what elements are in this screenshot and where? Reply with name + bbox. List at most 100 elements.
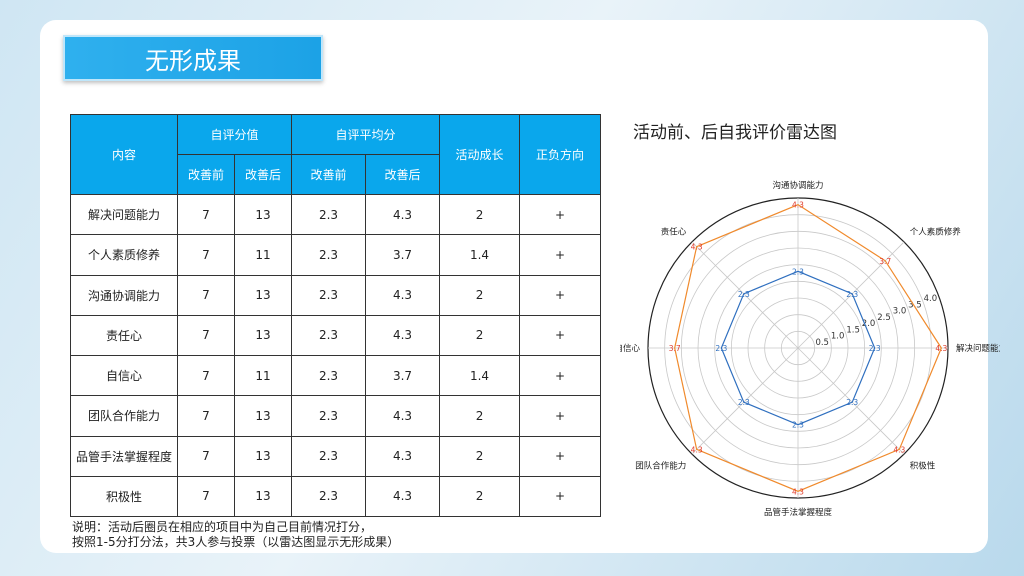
- category-label: 个人素质修养: [910, 226, 962, 237]
- radar-spoke: [797, 347, 905, 455]
- cell-growth: 2: [439, 274, 521, 316]
- note-line-1: 说明：活动后圈员在相应的项目中为自己目前情况打分，: [72, 520, 373, 534]
- cell-growth: 2: [439, 193, 521, 236]
- cell-growth: 1.4: [439, 354, 521, 397]
- cell-item: 品管手法掌握程度: [70, 435, 178, 477]
- radar-chart: 0.51.01.52.02.53.03.54.0 2.3 2.3 2.3 2.3 2.3 2…: [620, 180, 1000, 518]
- radar-tick-label: 2.0: [862, 319, 876, 329]
- series-before-line: [720, 270, 876, 426]
- cell-item: 自信心: [70, 354, 178, 397]
- series-after-line: [674, 203, 943, 492]
- data-label: 2.3: [738, 290, 750, 299]
- table-row: 个人素质修养 7 11 2.3 3.7 1.4 +: [70, 234, 602, 276]
- data-label: 2.3: [869, 344, 881, 353]
- table-row: 沟通协调能力 7 13 2.3 4.3 2 +: [70, 274, 602, 316]
- cell-item: 个人素质修养: [70, 234, 178, 276]
- radar-spoke: [691, 241, 799, 349]
- radar-tick-label: 3.5: [908, 300, 922, 310]
- cell-direction: +: [519, 234, 602, 276]
- table-row: 品管手法掌握程度 7 13 2.3 4.3 2 +: [70, 435, 602, 477]
- cell-item: 解决问题能力: [70, 193, 178, 236]
- cell-avg-before: 2.3: [291, 274, 367, 316]
- header-self-score: 自评分值: [176, 114, 293, 155]
- cell-avg-before: 2.3: [291, 234, 367, 276]
- cell-score-before: 7: [177, 234, 235, 276]
- cell-avg-before: 2.3: [291, 314, 367, 357]
- cell-growth: 2: [439, 435, 521, 477]
- data-label: 2.3: [792, 267, 804, 276]
- header-direction: 正负方向: [519, 114, 602, 195]
- cell-growth: 1.4: [439, 234, 521, 276]
- cell-score-before: 7: [177, 354, 235, 397]
- cell-direction: +: [519, 354, 602, 397]
- header-self-avg: 自评平均分: [291, 114, 441, 155]
- cell-score-before: 7: [177, 475, 235, 518]
- results-table: 内容 自评分值 自评平均分 活动成长 正负方向 改善前 改善后 改善前 改善后 …: [70, 114, 602, 518]
- data-label: 2.3: [738, 398, 750, 407]
- cell-avg-after: 3.7: [365, 354, 441, 397]
- cell-avg-before: 2.3: [291, 395, 367, 437]
- cell-score-before: 7: [177, 435, 235, 477]
- data-label: 4.3: [792, 201, 804, 210]
- cell-score-before: 7: [177, 274, 235, 316]
- data-label: 3.7: [669, 344, 681, 353]
- category-label: 团队合作能力: [635, 461, 686, 472]
- cell-score-before: 7: [177, 193, 235, 236]
- table-row: 自信心 7 11 2.3 3.7 1.4 +: [70, 354, 602, 397]
- cell-direction: +: [519, 193, 602, 236]
- cell-score-after: 13: [233, 475, 293, 518]
- radar-tick-label: 1.0: [831, 332, 845, 342]
- cell-score-before: 7: [177, 395, 235, 437]
- note: 说明：活动后圈员在相应的项目中为自己目前情况打分， 按照1-5分打分法，共3人参…: [72, 520, 399, 550]
- cell-growth: 2: [439, 395, 521, 437]
- cell-score-after: 11: [233, 354, 293, 397]
- table-row: 团队合作能力 7 13 2.3 4.3 2 +: [70, 395, 602, 437]
- note-line-2: 按照1-5分打分法，共3人参与投票（以雷达图显示无形成果）: [72, 535, 400, 549]
- cell-avg-after: 3.7: [365, 234, 441, 276]
- data-label: 4.3: [893, 445, 905, 454]
- cell-direction: +: [519, 395, 602, 437]
- table-row: 解决问题能力 7 13 2.3 4.3 2 +: [70, 193, 602, 236]
- cell-avg-before: 2.3: [291, 354, 367, 397]
- category-label: 责任心: [661, 226, 687, 237]
- data-label: 2.3: [715, 344, 727, 353]
- radar-tick-label: 1.5: [846, 325, 860, 335]
- category-label: 积极性: [910, 461, 936, 472]
- category-label: 沟通协调能力: [772, 180, 823, 191]
- cell-avg-after: 4.3: [365, 274, 441, 316]
- header-growth: 活动成长: [439, 114, 521, 195]
- cell-avg-before: 2.3: [291, 193, 367, 236]
- cell-avg-after: 4.3: [365, 435, 441, 477]
- cell-avg-after: 4.3: [365, 395, 441, 437]
- data-label: 2.3: [846, 290, 858, 299]
- cell-growth: 2: [439, 475, 521, 518]
- data-label: 2.3: [792, 421, 804, 430]
- radar-spoke: [797, 241, 905, 349]
- radar-spoke: [691, 347, 799, 455]
- data-label: 4.3: [691, 445, 703, 454]
- cell-score-after: 13: [233, 314, 293, 357]
- table-row: 责任心 7 13 2.3 4.3 2 +: [70, 314, 602, 357]
- cell-item: 团队合作能力: [70, 395, 178, 437]
- category-label: 自信心: [620, 343, 640, 354]
- cell-direction: +: [519, 314, 602, 357]
- chart-title: 活动前、后自我评价雷达图: [633, 123, 837, 143]
- cell-avg-after: 4.3: [365, 193, 441, 236]
- cell-score-before: 7: [177, 314, 235, 357]
- cell-score-after: 11: [233, 234, 293, 276]
- header-score-before: 改善前: [177, 154, 235, 195]
- radar-tick-label: 2.5: [877, 313, 891, 323]
- radar-tick-label: 0.5: [815, 338, 829, 348]
- category-label: 品管手法掌握程度: [764, 507, 833, 518]
- category-label: 解决问题能力: [956, 343, 1000, 354]
- cell-avg-after: 4.3: [365, 475, 441, 518]
- data-label: 2.3: [846, 398, 858, 407]
- cell-direction: +: [519, 475, 602, 518]
- data-label: 3.7: [879, 257, 891, 266]
- cell-avg-before: 2.3: [291, 475, 367, 518]
- data-label: 4.3: [792, 487, 804, 496]
- cell-direction: +: [519, 274, 602, 316]
- cell-item: 责任心: [70, 314, 178, 357]
- cell-item: 积极性: [70, 475, 178, 518]
- header-score-after: 改善后: [233, 154, 293, 195]
